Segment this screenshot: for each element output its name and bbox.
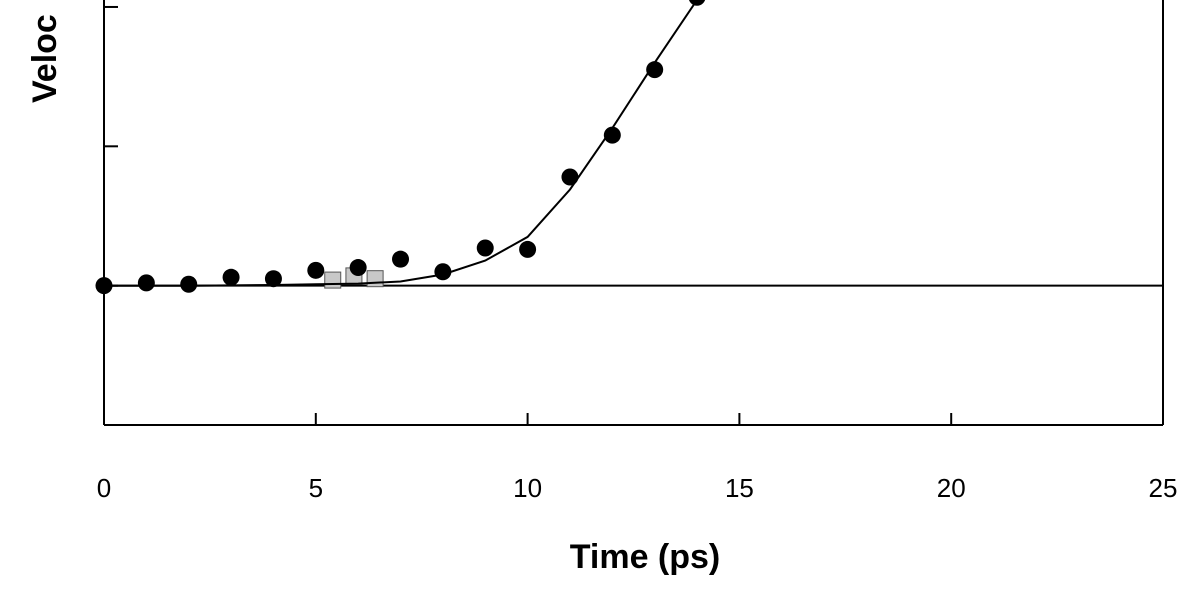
x-tick-labels: 0 5 10 15 20 25 [97,473,1178,503]
x-tick-label: 10 [513,473,542,503]
x-tick-label: 15 [725,473,754,503]
plot-frame [103,0,1164,426]
data-point [307,261,325,279]
data-point [95,277,113,295]
data-point [349,259,367,277]
data-point [689,0,706,6]
data-point [603,126,621,144]
data-point [519,240,537,258]
data-point [561,168,579,186]
x-tick-label: 5 [309,473,323,503]
data-point [434,263,452,281]
data-point [264,270,282,288]
square-marker [324,271,342,289]
fit-line [104,0,699,287]
y-ticks [104,5,118,287]
data-point [392,250,410,268]
data-point [137,274,155,292]
square-marker [366,270,384,288]
data-points [95,0,706,295]
data-point [476,239,494,257]
x-tick-label: 25 [1149,473,1178,503]
x-tick-label: 20 [937,473,966,503]
data-point [646,61,664,79]
data-point [180,275,198,293]
data-point [222,268,240,286]
x-ticks [103,413,1164,425]
x-axis-title: Time (ps) [570,538,721,576]
x-tick-label: 0 [97,473,111,503]
y-axis-title: Veloc [26,14,64,103]
